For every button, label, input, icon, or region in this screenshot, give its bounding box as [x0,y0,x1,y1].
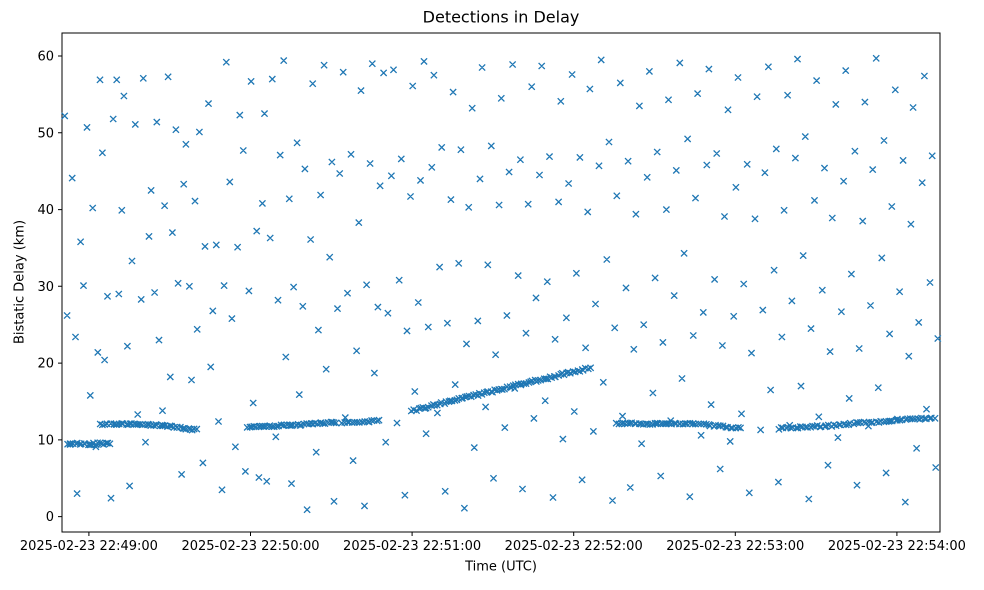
x-tick-label: 2025-02-23 22:49:00 [20,539,158,554]
y-tick-label: 30 [37,280,54,295]
y-tick-label: 50 [37,126,54,141]
x-tick-label: 2025-02-23 22:53:00 [666,539,804,554]
scatter-points [61,54,942,514]
x-tick-label: 2025-02-23 22:50:00 [181,539,319,554]
y-tick-label: 20 [37,357,54,372]
x-tick-label: 2025-02-23 22:54:00 [828,539,966,554]
y-axis-label: Bistatic Delay (km) [12,219,28,345]
x-axis-label: Time (UTC) [465,559,537,575]
y-tick-label: 10 [37,433,54,448]
axis-ticks [58,55,898,536]
chart-title: Detections in Delay [422,7,580,27]
x-tick-label: 2025-02-23 22:52:00 [505,539,643,554]
plot-frame [61,32,941,533]
y-tick-label: 40 [37,203,54,218]
y-tick-label: 60 [37,50,54,65]
x-tick-label: 2025-02-23 22:51:00 [343,539,481,554]
y-tick-label: 0 [46,510,54,525]
